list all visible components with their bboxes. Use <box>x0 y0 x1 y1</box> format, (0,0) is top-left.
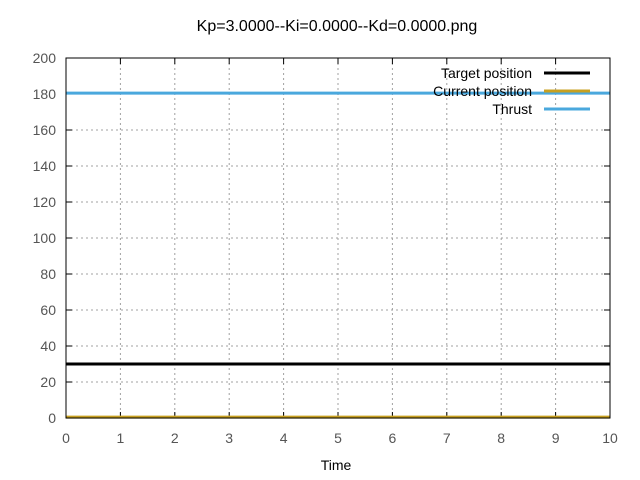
y-tick-label: 20 <box>40 374 56 390</box>
x-tick-label: 2 <box>171 430 179 446</box>
legend-label-target-position: Target position <box>441 65 532 81</box>
series-lines <box>66 91 610 419</box>
y-axis-ticks: 0 20 40 60 80 100 120 140 160 180 200 <box>33 50 610 426</box>
legend-label-current-position: Current position <box>433 83 532 99</box>
y-tick-label: 60 <box>40 302 56 318</box>
x-tick-label: 3 <box>225 430 233 446</box>
x-tick-label: 8 <box>497 430 505 446</box>
y-tick-label: 140 <box>33 158 57 174</box>
y-tick-label: 80 <box>40 266 56 282</box>
x-tick-label: 1 <box>117 430 125 446</box>
x-tick-label: 6 <box>389 430 397 446</box>
x-axis-label: Time <box>321 457 352 473</box>
x-axis-ticks: 0 1 2 3 4 5 6 7 8 9 10 <box>62 58 618 446</box>
y-tick-label: 200 <box>33 50 57 66</box>
chart-title: Kp=3.0000--Ki=0.0000--Kd=0.0000.png <box>197 18 478 35</box>
y-tick-label: 40 <box>40 338 56 354</box>
plot-frame <box>65 57 611 419</box>
x-tick-label: 4 <box>280 430 288 446</box>
legend-label-thrust: Thrust <box>492 101 532 117</box>
y-tick-label: 0 <box>48 410 56 426</box>
legend: Target position Current position Thrust <box>433 65 590 117</box>
x-tick-label: 10 <box>602 430 618 446</box>
x-tick-label: 0 <box>62 430 70 446</box>
y-tick-label: 160 <box>33 122 57 138</box>
y-tick-label: 120 <box>33 194 57 210</box>
x-tick-label: 5 <box>334 430 342 446</box>
y-tick-label: 180 <box>33 86 57 102</box>
y-tick-label: 100 <box>33 230 57 246</box>
x-tick-label: 7 <box>443 430 451 446</box>
x-tick-label: 9 <box>552 430 560 446</box>
